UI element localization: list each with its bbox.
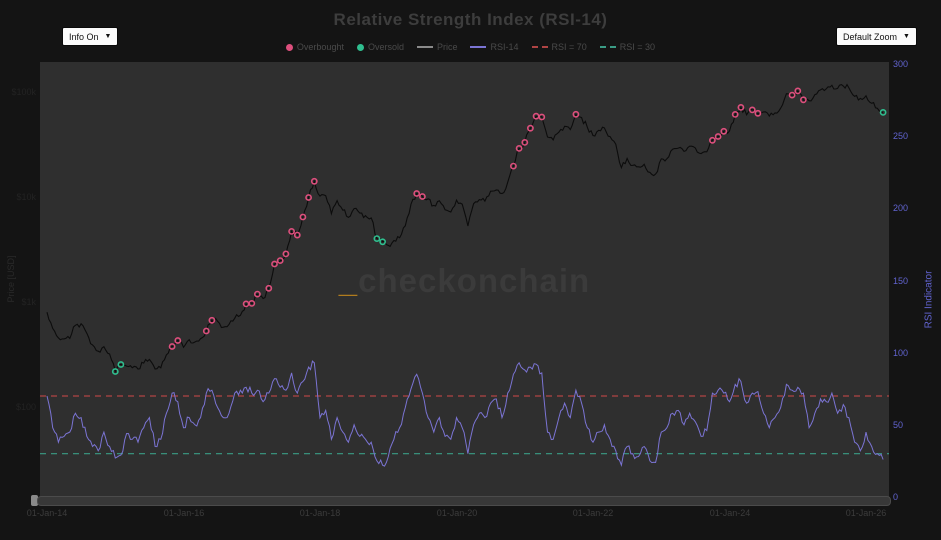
legend-item-rsi-70[interactable]: RSI = 70	[531, 42, 587, 52]
overbought-marker	[748, 106, 756, 114]
legend-swatch-line	[416, 46, 433, 48]
overbought-marker	[794, 87, 802, 95]
x-axis-tick: 01-Jan-16	[163, 508, 205, 518]
overbought-marker	[413, 190, 421, 197]
overbought-marker	[282, 250, 290, 258]
x-axis-tick: 01-Jan-18	[299, 508, 341, 518]
legend-swatch-line	[470, 46, 487, 48]
overbought-marker	[709, 136, 716, 144]
overbought-marker	[572, 110, 580, 118]
chart-plot-area[interactable]	[40, 62, 889, 497]
y-axis-tick-left: $100k	[11, 87, 36, 97]
overbought-marker	[521, 139, 529, 146]
overbought-marker	[526, 124, 534, 132]
legend-item-overbought[interactable]: Overbought	[285, 42, 344, 52]
zoom-dropdown-label: Default Zoom	[843, 31, 898, 42]
legend-label: Price	[436, 42, 458, 52]
overbought-marker	[174, 337, 182, 344]
overbought-marker	[253, 290, 261, 298]
overbought-marker	[515, 145, 523, 152]
overbought-marker	[288, 227, 295, 235]
x-axis-tick: 01-Jan-24	[709, 508, 751, 518]
y-axis-tick-right: 200	[893, 203, 909, 213]
legend-swatch-dot	[285, 43, 293, 51]
legend-item-price[interactable]: Price	[416, 42, 458, 52]
overbought-marker	[271, 260, 278, 268]
overbought-marker	[265, 284, 273, 292]
legend-swatch-dot	[356, 43, 364, 51]
chart-legend: Overbought Oversold Price RSI-14 RSI = 70 RSI…	[0, 42, 941, 52]
y-axis-tick-left: $100	[15, 402, 36, 412]
overbought-marker	[731, 111, 739, 118]
overbought-marker	[293, 231, 301, 239]
overbought-marker	[509, 162, 517, 170]
overbought-marker	[248, 299, 256, 307]
x-axis-tick: 01-Jan-20	[436, 508, 478, 518]
overbought-marker	[299, 213, 307, 221]
overbought-marker	[202, 327, 210, 335]
range-slider-grip[interactable]	[31, 495, 38, 506]
overbought-marker	[310, 177, 318, 185]
y-axis-tick-right: 50	[893, 420, 904, 430]
legend-label: RSI = 70	[551, 42, 587, 52]
range-slider[interactable]	[37, 496, 891, 506]
y-axis-tick-right: 0	[893, 492, 899, 502]
page-title: Relative Strength Index (RSI-14)	[333, 10, 608, 29]
x-axis-tick: 01-Jan-14	[26, 508, 68, 518]
y-axis-tick-right: 300	[893, 59, 909, 69]
overbought-marker	[418, 193, 426, 200]
x-axis-tick: 01-Jan-22	[572, 508, 614, 518]
legend-item-rsi-30[interactable]: RSI = 30	[599, 42, 656, 52]
overbought-marker	[208, 316, 216, 324]
overbought-marker	[720, 127, 728, 135]
y-axis-tick-left: $1k	[21, 297, 36, 307]
chevron-down-icon: ▼	[903, 33, 910, 40]
overbought-marker	[305, 194, 312, 201]
price-line	[46, 83, 884, 374]
oversold-marker	[111, 368, 119, 375]
legend-label: RSI = 30	[619, 42, 656, 52]
y-axis-tick-left: $10k	[16, 192, 36, 202]
oversold-marker	[117, 361, 125, 368]
x-axis-tick: 01-Jan-26	[845, 508, 887, 518]
overbought-marker	[168, 343, 176, 350]
legend-swatch-dash	[531, 46, 548, 48]
overbought-marker	[788, 91, 796, 99]
oversold-marker	[879, 109, 887, 116]
oversold-marker	[379, 238, 386, 246]
overbought-marker	[538, 113, 546, 121]
legend-label: RSI-14	[490, 42, 519, 52]
overbought-marker	[276, 257, 284, 264]
y-axis-tick-right: 150	[893, 276, 909, 286]
right-axis-title: RSI Indicator	[923, 270, 935, 329]
y-axis-tick-right: 100	[893, 348, 909, 358]
chevron-down-icon: ▼	[104, 33, 112, 40]
y-axis-tick-right: 250	[893, 131, 909, 141]
legend-item-oversold[interactable]: Oversold	[356, 42, 404, 52]
legend-swatch-dash	[599, 46, 616, 48]
info-dropdown[interactable]: Info On ▼	[62, 27, 119, 46]
legend-label: Oversold	[367, 42, 404, 52]
chart-svg	[40, 83, 889, 468]
info-dropdown-label: Info On	[69, 31, 99, 42]
zoom-dropdown[interactable]: Default Zoom ▼	[836, 27, 917, 46]
rsi-line	[46, 360, 884, 468]
overbought-marker	[737, 104, 745, 111]
overbought-marker	[800, 96, 807, 104]
legend-item-rsi-14[interactable]: RSI-14	[470, 42, 519, 52]
legend-label: Overbought	[296, 42, 344, 52]
overbought-marker	[714, 133, 722, 140]
overbought-marker	[754, 109, 762, 117]
oversold-marker	[373, 235, 381, 242]
